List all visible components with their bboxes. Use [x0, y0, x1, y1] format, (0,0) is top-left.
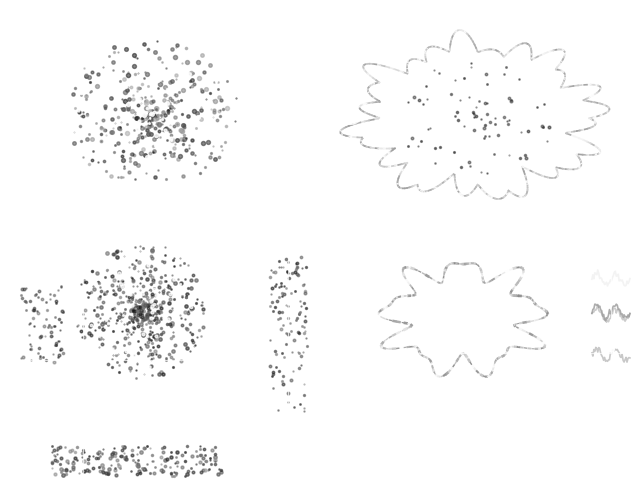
Text: B: B: [16, 242, 27, 256]
Text: A: A: [16, 18, 27, 34]
Text: C: C: [332, 18, 343, 34]
Text: D: D: [332, 242, 345, 256]
